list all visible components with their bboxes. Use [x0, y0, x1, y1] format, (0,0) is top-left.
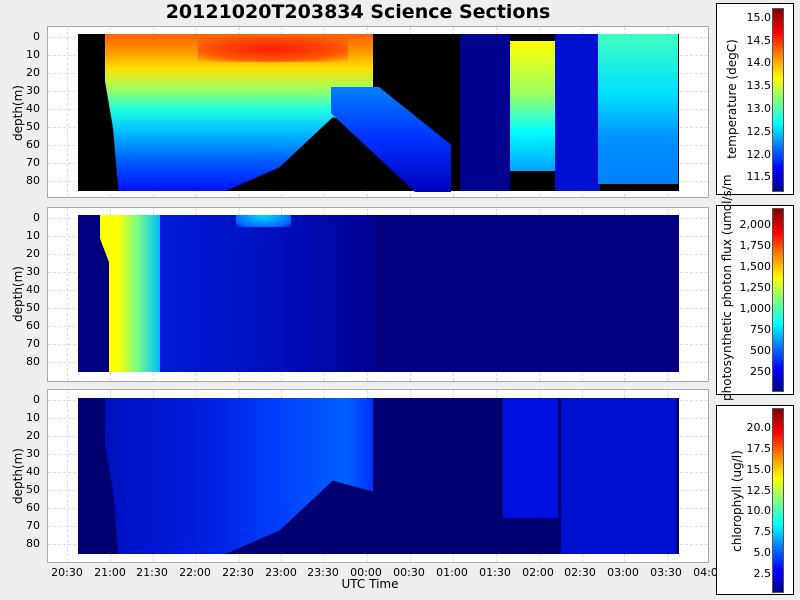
x-axis-title: UTC Time: [341, 577, 399, 591]
chlorophyll-plot: [47, 389, 709, 563]
chart-title: 20121020T203834 Science Sections: [165, 1, 551, 23]
temperature-colorbar: 15.0 14.5 14.0 13.5 13.0 12.5 12.0 11.5 tempera…: [716, 3, 794, 195]
temperature-plot: [47, 26, 709, 198]
chlorophyll-colorbar: 20.0 17.5 15.0 12.5 10.0 7.5 5.0 2.5 chlorophyl…: [716, 405, 794, 595]
temperature-y-title: depth(m): [11, 85, 25, 141]
par-colorbar: 2,000 1,750 1,500 1,250 1,000 750 500 250 photo…: [716, 174, 794, 401]
par-plot: [47, 207, 709, 382]
chlorophyll-y-title: depth(m): [11, 448, 25, 504]
par-y-title: depth(m): [11, 266, 25, 322]
